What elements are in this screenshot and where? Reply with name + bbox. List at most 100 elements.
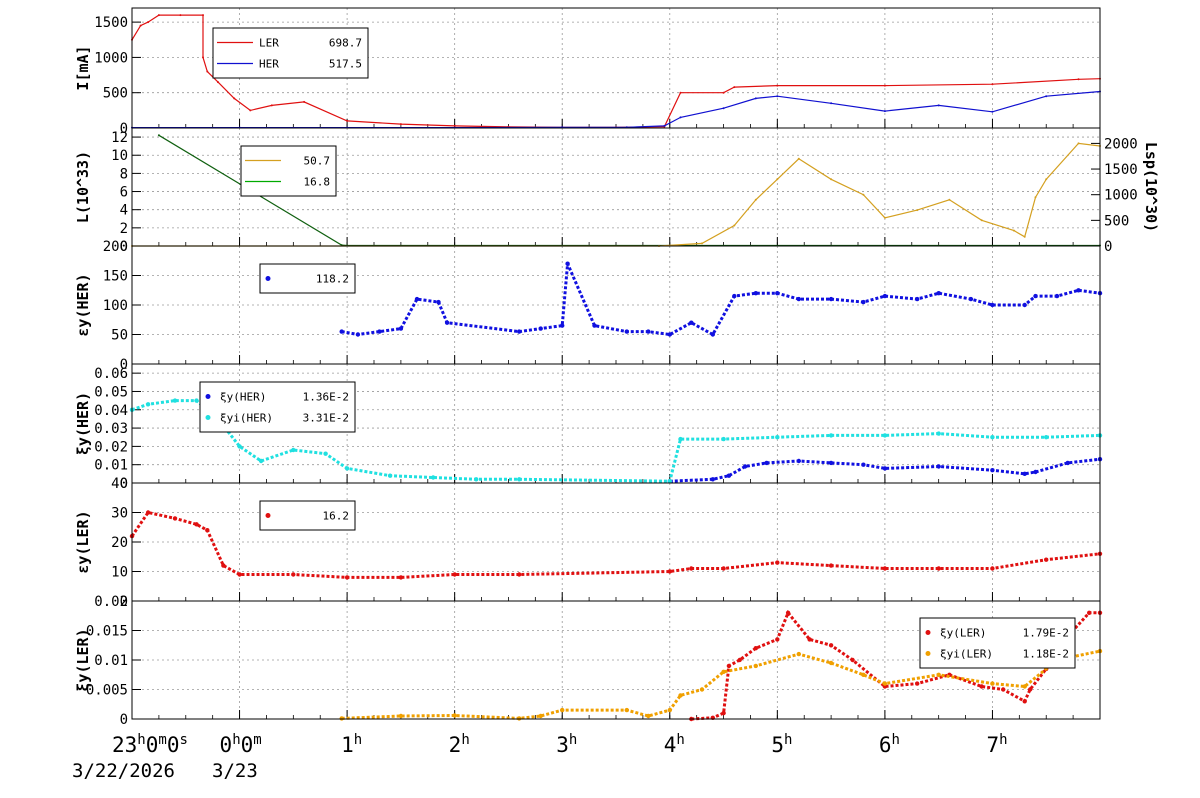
data-point xyxy=(678,436,683,442)
legend-name: ξy(LER) xyxy=(940,627,986,640)
y-tick-label: 12 xyxy=(111,130,128,146)
panel-6: 0 0.005 0.01 0.015 0.02 ξy(LER) ξy(LER) 1.79E-2… xyxy=(74,594,1103,728)
data-point xyxy=(699,687,705,692)
data-point xyxy=(990,681,995,686)
data-point xyxy=(1034,196,1037,199)
y-tick-label: 500 xyxy=(103,86,128,102)
x-tick-label: 3h xyxy=(556,732,577,757)
data-point xyxy=(679,116,682,119)
data-point xyxy=(1077,78,1080,81)
data-point xyxy=(915,681,920,686)
data-point xyxy=(936,566,941,571)
y-tick-label: 6 xyxy=(120,185,128,201)
data-point xyxy=(1022,684,1027,689)
data-point xyxy=(775,560,780,565)
y-tick-label: 0 xyxy=(120,594,128,610)
data-point xyxy=(828,296,834,302)
data-point xyxy=(828,433,834,438)
data-point xyxy=(145,510,151,515)
data-point xyxy=(398,575,404,580)
data-point xyxy=(1076,288,1081,293)
y-tick-label: 40 xyxy=(111,476,128,492)
series-line-1 xyxy=(130,510,1101,579)
panel-frame xyxy=(131,600,1101,720)
legend-swatch xyxy=(265,513,271,518)
y2-tick-label: 1500 xyxy=(1104,162,1138,178)
legend-value: 1.36E-2 xyxy=(303,391,349,404)
data-point xyxy=(722,107,725,110)
x-tick-label: 2h xyxy=(449,732,470,757)
data-point xyxy=(237,444,242,449)
data-point xyxy=(1045,178,1048,181)
legend-value: 50.7 xyxy=(304,155,331,168)
y-tick-label: 200 xyxy=(103,239,128,255)
y-axis-label: ξy(LER) xyxy=(74,628,92,691)
y-tick-label: 0 xyxy=(120,712,128,728)
data-point xyxy=(862,193,865,196)
data-point xyxy=(398,326,404,331)
data-point xyxy=(753,646,758,651)
data-point xyxy=(754,97,757,100)
data-point xyxy=(663,124,666,127)
y2-tick-label: 1000 xyxy=(1104,188,1138,204)
data-point xyxy=(726,663,732,669)
data-point xyxy=(936,291,941,296)
data-point xyxy=(991,83,994,86)
y-tick-label: 0.02 xyxy=(94,594,128,610)
x-tick-label: 6h xyxy=(879,732,900,757)
legend-value: 1.79E-2 xyxy=(1023,627,1069,640)
data-point xyxy=(828,660,834,666)
data-point xyxy=(179,14,182,17)
legend-box xyxy=(259,500,356,531)
data-point xyxy=(915,296,920,302)
data-point xyxy=(882,433,888,438)
data-point xyxy=(796,296,801,302)
data-point xyxy=(646,329,651,334)
y-tick-label: 50 xyxy=(111,328,128,344)
data-point xyxy=(202,56,204,59)
x-tick-label: 5h xyxy=(771,732,792,757)
data-point xyxy=(861,299,866,305)
legend: 50.7 16.8 xyxy=(240,145,337,197)
legend-value: 1.18E-2 xyxy=(1023,648,1069,661)
data-point xyxy=(1022,699,1027,704)
y-tick-label: 0.03 xyxy=(94,421,128,437)
data-point xyxy=(517,572,522,577)
data-point xyxy=(990,302,995,308)
data-point xyxy=(1044,435,1049,440)
data-point xyxy=(398,713,404,719)
y-tick-label: 20 xyxy=(111,535,128,551)
legend-swatch xyxy=(265,276,271,281)
data-point xyxy=(344,466,350,471)
series-line-2 xyxy=(132,90,1101,129)
data-point xyxy=(346,119,349,122)
data-point xyxy=(377,329,382,334)
data-point xyxy=(753,663,758,669)
legend-value: 517.5 xyxy=(329,58,362,71)
data-point xyxy=(592,323,597,328)
data-point xyxy=(764,460,769,466)
y-axis-label: εy(LER) xyxy=(74,510,92,573)
legend-box xyxy=(259,263,356,294)
legend-swatch xyxy=(205,415,211,420)
data-point xyxy=(323,451,328,456)
data-point xyxy=(726,473,732,478)
legend: ξy(HER) 1.36E-2 ξyi(HER) 3.31E-2 xyxy=(199,381,356,433)
legend-box xyxy=(212,27,369,79)
data-point xyxy=(560,707,565,713)
data-point xyxy=(882,293,888,299)
data-point xyxy=(355,332,361,337)
data-point xyxy=(678,693,683,698)
data-point xyxy=(883,84,886,87)
data-point xyxy=(291,572,296,577)
data-point xyxy=(796,458,801,464)
legend-box xyxy=(240,145,337,197)
series-line-2 xyxy=(131,399,1101,483)
y-tick-label: 0.06 xyxy=(94,366,128,382)
data-point xyxy=(237,572,242,577)
data-point xyxy=(205,528,210,533)
y-tick-label: 1000 xyxy=(94,50,128,66)
data-point xyxy=(344,575,350,580)
